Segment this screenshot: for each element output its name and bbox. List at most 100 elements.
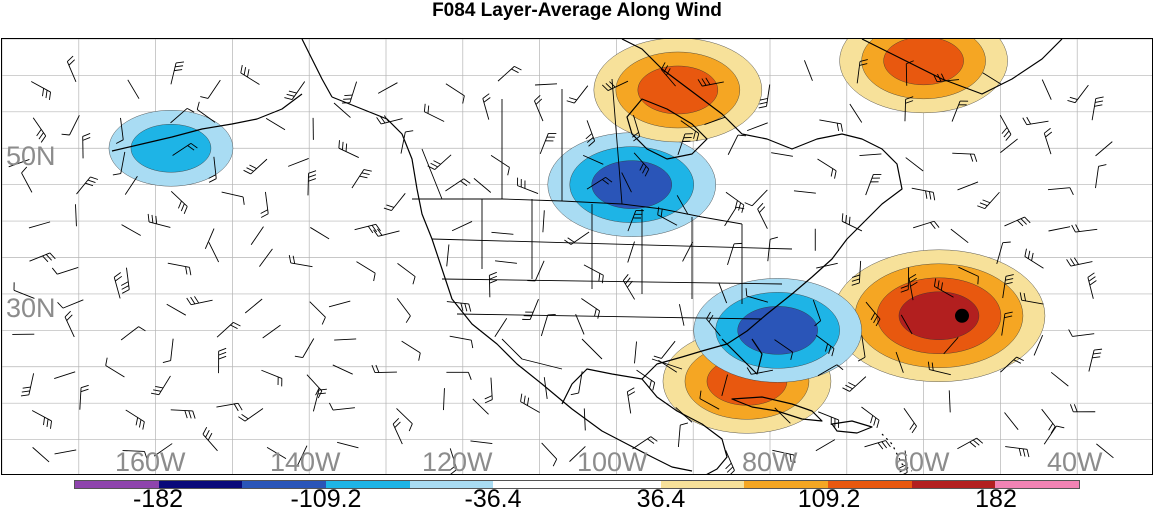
lon-label-40w: 40W — [1047, 449, 1103, 475]
anomaly-shading — [109, 39, 1045, 433]
wind-barb — [55, 450, 77, 454]
wind-barb — [470, 441, 492, 444]
wind-barb — [951, 229, 968, 243]
wind-barb — [498, 66, 521, 81]
wind-barb — [167, 304, 186, 315]
wind-barb — [397, 263, 415, 284]
wind-barb — [284, 82, 304, 100]
colorbar-label: -36.4 — [465, 487, 522, 512]
wind-barb — [491, 155, 509, 175]
wind-barb — [447, 244, 449, 266]
colorbar-label: -182 — [133, 487, 183, 512]
wind-barb — [1067, 85, 1088, 103]
wind-barb — [535, 84, 557, 85]
wind-barb — [244, 159, 267, 174]
wind-barb — [728, 135, 746, 155]
wind-barb — [446, 84, 464, 104]
anomaly-contour-hudson-positive — [638, 66, 718, 114]
wind-barb — [80, 385, 89, 409]
wind-barb — [485, 378, 493, 403]
wind-barb — [187, 296, 213, 304]
wind-barb — [288, 158, 309, 166]
wind-barb — [1042, 80, 1051, 100]
wind-barb — [584, 408, 585, 430]
wind-barb — [912, 188, 935, 200]
wind-barb — [125, 176, 137, 194]
wind-barb — [958, 182, 979, 190]
wind-barb — [33, 447, 49, 462]
lon-label-60w: 60W — [894, 449, 950, 475]
wind-barb — [534, 95, 543, 121]
lon-label-160w: 160W — [115, 449, 186, 475]
wind-barb — [261, 370, 281, 386]
wind-barb — [816, 440, 835, 451]
wind-barb — [1096, 142, 1113, 156]
wind-barb — [1067, 258, 1093, 266]
wind-barb — [203, 427, 218, 451]
wind-barb — [126, 410, 145, 430]
map-canvas — [2, 39, 1153, 475]
wind-barb — [1070, 404, 1095, 411]
wind-barb — [29, 222, 50, 228]
wind-barb — [819, 120, 842, 132]
lon-label-140w: 140W — [270, 449, 341, 475]
anomaly-contour-great-lakes-negative — [592, 161, 672, 209]
colorbar-label: 182 — [975, 487, 1017, 512]
wind-barb — [1048, 188, 1073, 195]
wind-barb — [623, 274, 634, 299]
wind-barb — [654, 341, 675, 358]
colorbar-label: 109.2 — [798, 487, 861, 512]
wind-barb — [163, 339, 173, 363]
wind-barb — [842, 213, 862, 231]
wind-barb — [997, 242, 1011, 264]
wind-barb — [627, 388, 635, 414]
wind-barb — [489, 272, 497, 297]
wind-barb — [452, 221, 472, 230]
wind-barb — [339, 140, 359, 157]
map-panel: 50N 30N 160W 140W 120W 100W 80W 60W 40W — [1, 38, 1153, 475]
wind-barb — [356, 262, 375, 281]
wind-barb — [334, 103, 350, 118]
wind-barb — [1089, 349, 1102, 371]
wind-barb — [121, 327, 145, 340]
wind-barb — [1025, 249, 1044, 269]
wind-barb — [342, 82, 357, 103]
wind-barb — [541, 314, 555, 336]
wind-barb — [121, 268, 129, 294]
wind-barb — [261, 192, 269, 218]
wind-barb — [77, 177, 98, 194]
wind-barb — [904, 408, 917, 433]
wind-barb — [1072, 225, 1098, 233]
wind-barb — [75, 204, 76, 226]
wind-barb — [1042, 409, 1056, 433]
wind-barb — [949, 390, 950, 412]
wind-barb — [222, 192, 245, 205]
wind-barb — [726, 450, 735, 475]
wind-barb — [483, 94, 491, 120]
wind-barb — [200, 80, 220, 98]
wind-barb — [209, 242, 219, 262]
wind-barb — [83, 133, 90, 158]
wind-barb — [67, 56, 76, 82]
wind-barb — [168, 263, 191, 275]
wind-barb — [542, 443, 557, 466]
wind-barb — [1044, 128, 1051, 154]
wind-barb — [128, 80, 139, 99]
anomaly-contour-labrador-positive — [884, 39, 964, 85]
lat-label-50n: 50N — [6, 143, 56, 170]
wind-barb — [393, 418, 402, 444]
wind-barb — [428, 155, 451, 170]
wind-barb — [62, 115, 80, 135]
wind-barb — [295, 338, 314, 357]
wind-barb — [310, 302, 326, 325]
wind-barb — [352, 170, 372, 188]
storm-center-marker — [955, 309, 969, 323]
wind-barb — [377, 115, 403, 124]
wind-barb — [727, 243, 742, 264]
wind-barb — [216, 403, 242, 411]
wind-barb — [114, 273, 122, 299]
wind-barb — [522, 299, 538, 319]
wind-barb — [495, 261, 517, 264]
wind-barb — [31, 82, 50, 100]
wind-barb — [355, 224, 381, 232]
